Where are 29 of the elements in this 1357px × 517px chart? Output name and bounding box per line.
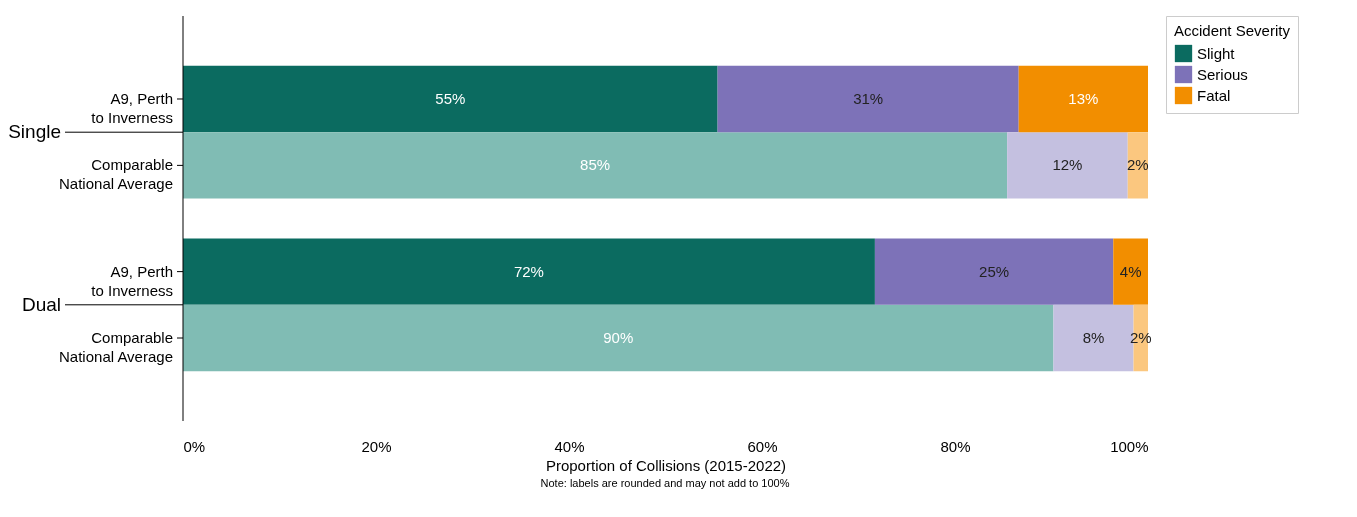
- y-tick-label: A9, Perth to Inverness: [91, 262, 173, 299]
- y-tick-label: Comparable National Average: [59, 329, 173, 366]
- data-label: 72%: [513, 262, 544, 280]
- legend-label: Fatal: [1197, 86, 1231, 104]
- x-axis-title: Proportion of Collisions (2015-2022): [545, 456, 787, 474]
- x-tick-label: 40%: [554, 437, 585, 455]
- data-label: 85%: [580, 156, 611, 174]
- data-label: 55%: [435, 89, 466, 107]
- text: Dual: [21, 293, 61, 315]
- data-label: 2%: [1127, 156, 1149, 174]
- legend-label: Serious: [1197, 65, 1248, 83]
- x-tick-label: 0%: [183, 437, 206, 455]
- data-label: 90%: [603, 329, 634, 347]
- legend-title: Accident Severity: [1174, 22, 1291, 39]
- data-label: 25%: [979, 262, 1010, 280]
- data-label: 12%: [1052, 156, 1083, 174]
- data-label: 4%: [1119, 262, 1142, 280]
- x-tick-label: 20%: [361, 437, 392, 455]
- x-tick-label: 80%: [940, 437, 971, 455]
- x-tick-label: 100%: [1110, 437, 1149, 455]
- text: Note: labels are rounded and may not add to 100%: [540, 477, 790, 489]
- legend-label: Slight: [1197, 44, 1236, 62]
- y-tick-label: A9, Perth to Inverness: [91, 89, 173, 126]
- data-label: 13%: [1068, 89, 1099, 107]
- data-label: 31%: [853, 89, 884, 107]
- data-label: 8%: [1082, 329, 1105, 347]
- text: Single: [8, 121, 61, 143]
- y-tick-label: Comparable National Average: [59, 156, 173, 193]
- x-tick-label: 60%: [747, 437, 778, 455]
